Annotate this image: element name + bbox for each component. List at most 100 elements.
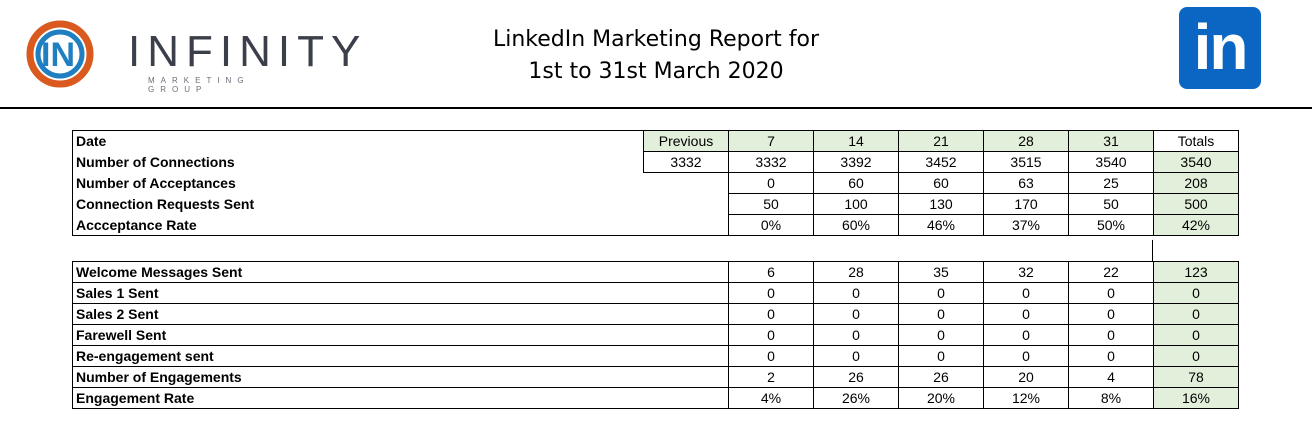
- table-cell: 0: [728, 172, 814, 194]
- report-title-line1: LinkedIn Marketing Report for: [492, 27, 819, 52]
- table-cell: 22: [1068, 261, 1154, 283]
- connections-table: Date Previous 7 14 21 28 31 Totals Numbe…: [72, 130, 1239, 236]
- table-cell: 3332: [728, 151, 814, 173]
- header-divider: [0, 107, 1312, 109]
- table-cell: 3392: [813, 151, 899, 173]
- table-cell: 2: [728, 366, 814, 388]
- infinity-mark-icon: IN: [26, 20, 94, 88]
- infinity-logo: IN INFINITY MARKETING GROUP: [24, 18, 360, 94]
- table-row: Sales 2 Sent 0 0 0 0 0 0: [72, 303, 1239, 325]
- table-cell: 0: [898, 345, 984, 367]
- table-row: Engagement Rate 4% 26% 20% 12% 8% 16%: [72, 387, 1239, 409]
- table-cell: 4%: [728, 387, 814, 409]
- table-cell: 0: [983, 345, 1069, 367]
- table-cell: 60%: [813, 214, 899, 236]
- total-cell: 0: [1153, 324, 1239, 346]
- table-cell: 26: [898, 366, 984, 388]
- table-cell: 28: [813, 261, 899, 283]
- table-cell: 37%: [983, 214, 1069, 236]
- row-label: Connection Requests Sent: [72, 193, 729, 215]
- table-cell: 0: [813, 345, 899, 367]
- table-cell: 0: [1068, 345, 1154, 367]
- column-header: 7: [728, 130, 814, 152]
- table-cell: 25: [1068, 172, 1154, 194]
- svg-text:IN: IN: [41, 36, 75, 74]
- table-cell: 0: [1068, 282, 1154, 304]
- table-cell: 0: [983, 282, 1069, 304]
- table-row: Connection Requests Sent 50 100 130 170 …: [72, 193, 1239, 215]
- column-header: 31: [1068, 130, 1154, 152]
- total-cell: 0: [1153, 345, 1239, 367]
- total-cell: 500: [1153, 193, 1239, 215]
- table-cell: 0%: [728, 214, 814, 236]
- table-cell: 60: [813, 172, 899, 194]
- table-cell: 170: [983, 193, 1069, 215]
- table-cell: 0: [813, 303, 899, 325]
- column-header: Previous: [643, 130, 729, 152]
- total-cell: 208: [1153, 172, 1239, 194]
- table-row: Sales 1 Sent 0 0 0 0 0 0: [72, 282, 1239, 304]
- table-cell: 0: [813, 324, 899, 346]
- table-cell: 26%: [813, 387, 899, 409]
- table-cell: 4: [1068, 366, 1154, 388]
- row-label: Sales 2 Sent: [72, 303, 729, 325]
- table-cell: 3452: [898, 151, 984, 173]
- table-cell: 0: [728, 345, 814, 367]
- table-cell: 0: [983, 303, 1069, 325]
- logo-word: INFINITY: [128, 27, 368, 76]
- table-cell: 46%: [898, 214, 984, 236]
- row-label: Welcome Messages Sent: [72, 261, 729, 283]
- row-label: Number of Acceptances: [72, 172, 729, 194]
- row-label: Farewell Sent: [72, 324, 729, 346]
- table-cell: 0: [728, 282, 814, 304]
- table-cell: 0: [728, 303, 814, 325]
- total-cell: 78: [1153, 366, 1239, 388]
- table-row: Welcome Messages Sent 6 28 35 32 22 123: [72, 261, 1239, 283]
- table-cell: 0: [1068, 303, 1154, 325]
- table-cell: 0: [898, 282, 984, 304]
- report-title-line2: 1st to 31st March 2020: [528, 59, 784, 84]
- table-cell: 6: [728, 261, 814, 283]
- row-label: Number of Connections: [72, 151, 644, 173]
- table-cell: 130: [898, 193, 984, 215]
- total-cell: 42%: [1153, 214, 1239, 236]
- table-cell: 50%: [1068, 214, 1154, 236]
- row-label: Date: [72, 130, 644, 152]
- row-label: Re-engagement sent: [72, 345, 729, 367]
- column-header: 28: [983, 130, 1069, 152]
- row-label: Accceptance Rate: [72, 214, 729, 236]
- table-row: Farewell Sent 0 0 0 0 0 0: [72, 324, 1239, 346]
- table-cell: 100: [813, 193, 899, 215]
- report-header: IN INFINITY MARKETING GROUP LinkedIn Mar…: [0, 0, 1312, 110]
- table-cell: 0: [1068, 324, 1154, 346]
- table-cell: 0: [728, 324, 814, 346]
- table-cell: 3540: [1068, 151, 1154, 173]
- table-cell: 20: [983, 366, 1069, 388]
- table-row: Date Previous 7 14 21 28 31 Totals: [72, 130, 1239, 152]
- total-cell: 0: [1153, 282, 1239, 304]
- totals-connector-line: [1152, 240, 1153, 262]
- row-label: Sales 1 Sent: [72, 282, 729, 304]
- table-cell: 50: [1068, 193, 1154, 215]
- linkedin-logo-text: in: [1193, 11, 1249, 83]
- linkedin-logo-icon: in: [1179, 7, 1261, 89]
- messages-table: Welcome Messages Sent 6 28 35 32 22 123 …: [72, 261, 1239, 409]
- total-cell: 3540: [1153, 151, 1239, 173]
- table-cell: 20%: [898, 387, 984, 409]
- table-cell: 35: [898, 261, 984, 283]
- table-row: Number of Acceptances 0 60 60 63 25 208: [72, 172, 1239, 194]
- row-label: Number of Engagements: [72, 366, 729, 388]
- total-cell: 16%: [1153, 387, 1239, 409]
- column-header: 21: [898, 130, 984, 152]
- table-cell: 0: [983, 324, 1069, 346]
- table-row: Re-engagement sent 0 0 0 0 0 0: [72, 345, 1239, 367]
- table-cell: 8%: [1068, 387, 1154, 409]
- report-title: LinkedIn Marketing Report for 1st to 31s…: [456, 24, 856, 88]
- table-cell: 26: [813, 366, 899, 388]
- table-cell: 12%: [983, 387, 1069, 409]
- total-cell: 123: [1153, 261, 1239, 283]
- table-cell: 32: [983, 261, 1069, 283]
- table-cell: 3515: [983, 151, 1069, 173]
- row-label: Engagement Rate: [72, 387, 729, 409]
- column-header: Totals: [1153, 130, 1239, 152]
